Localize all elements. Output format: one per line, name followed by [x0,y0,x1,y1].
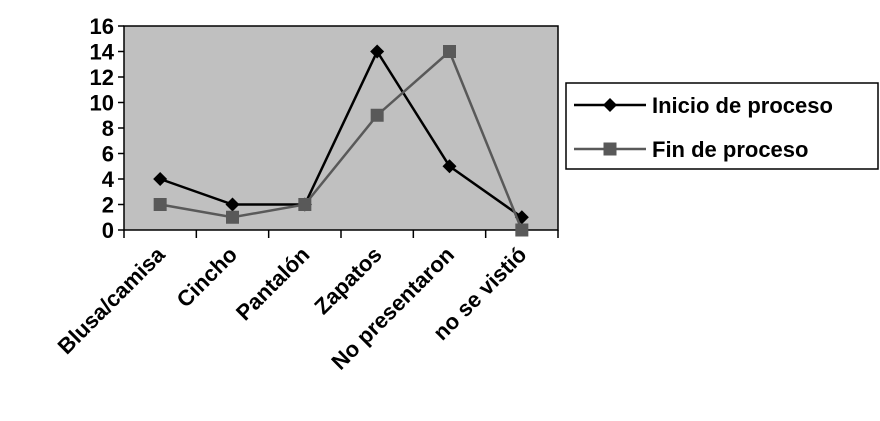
legend-item: Inicio de proceso [574,93,833,118]
data-point [153,198,167,211]
series-line [159,49,523,231]
x-category-label: Pantalón [231,242,314,325]
x-category-label: Cincho [172,242,242,312]
legend-label: Inicio de proceso [652,93,833,118]
series-1 [153,44,529,225]
legend: Inicio de proceso Fin de proceso [565,82,879,170]
y-tick-label: 12 [90,65,114,90]
series-2 [153,45,529,237]
data-point [225,197,240,212]
legend-marker [603,98,617,112]
data-point [443,45,456,58]
y-tick-label: 4 [102,167,115,192]
series-layer [153,44,529,237]
data-point [515,223,529,237]
legend-box [565,82,879,170]
data-point [370,44,385,59]
y-tick-label: 0 [102,218,114,243]
legend-label: Fin de proceso [652,137,808,162]
legend-marker [603,142,617,156]
y-tick-label: 14 [90,40,115,65]
y-tick-label: 10 [90,91,114,116]
data-point [370,108,384,122]
y-tick-label: 16 [90,14,114,39]
x-category-label: Blusa/camisa [53,241,171,359]
data-point [298,198,312,211]
y-tick-label: 8 [102,116,114,141]
x-category-label: No presentaron [326,242,459,375]
data-point [442,159,457,174]
legend-item: Fin de proceso [574,137,808,162]
data-point [226,210,239,224]
series-line [159,48,523,219]
y-tick-label: 2 [102,193,114,218]
data-point [153,172,168,186]
y-tick-label: 6 [102,142,114,167]
